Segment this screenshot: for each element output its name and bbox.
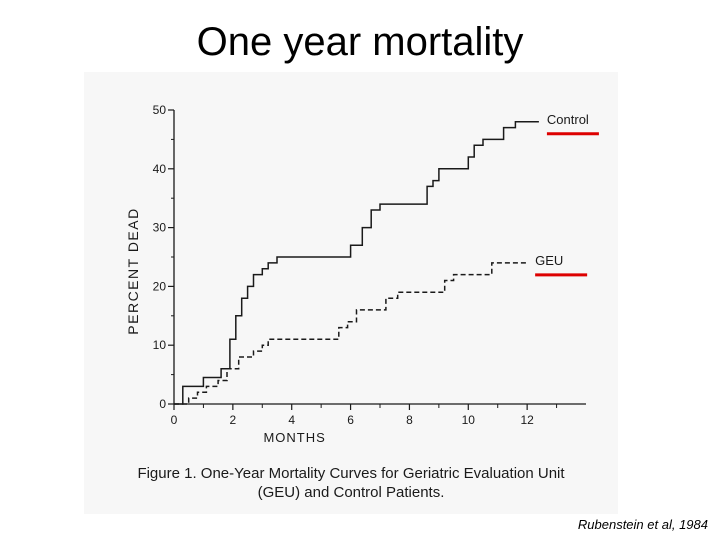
mortality-chart: 0 10 20 30 40 50 0 2 4 6 8 10 12 MONTHS PERCENT DEAD Co…	[125, 103, 599, 445]
y-axis-label: PERCENT DEAD	[125, 207, 141, 334]
series-line-geu	[174, 262, 528, 405]
x-tick-label: 6	[347, 413, 354, 427]
x-axis-label: MONTHS	[263, 430, 325, 445]
y-tick-label: 30	[153, 221, 167, 235]
caption-line-1: Figure 1. One-Year Mortality Curves for …	[137, 465, 565, 482]
x-tick-label: 12	[520, 413, 534, 427]
y-tick-label: 0	[159, 397, 166, 411]
y-tick-label: 40	[153, 162, 167, 176]
series-line-control	[174, 121, 539, 405]
y-tick-label: 50	[153, 103, 167, 117]
x-tick-label: 4	[288, 413, 295, 427]
figure-caption: Figure 1. One-Year Mortality Curves for …	[84, 464, 618, 502]
y-tick-label: 20	[153, 279, 167, 293]
caption-line-2: (GEU) and Control Patients.	[257, 484, 445, 501]
x-tick-label: 0	[171, 413, 178, 427]
citation-credit: Rubenstein et al, 1984	[577, 517, 708, 532]
y-tick-label: 10	[153, 338, 167, 352]
figure-scan: 0 10 20 30 40 50 0 2 4 6 8 10 12 MONTHS PERCENT DEAD Co…	[84, 72, 618, 514]
series-label-control: Control	[547, 112, 589, 127]
x-tick-label: 10	[462, 413, 476, 427]
x-tick-label: 8	[406, 413, 413, 427]
series-label-geu: GEU	[535, 253, 563, 268]
slide-title: One year mortality	[196, 20, 524, 64]
x-tick-label: 2	[230, 413, 237, 427]
